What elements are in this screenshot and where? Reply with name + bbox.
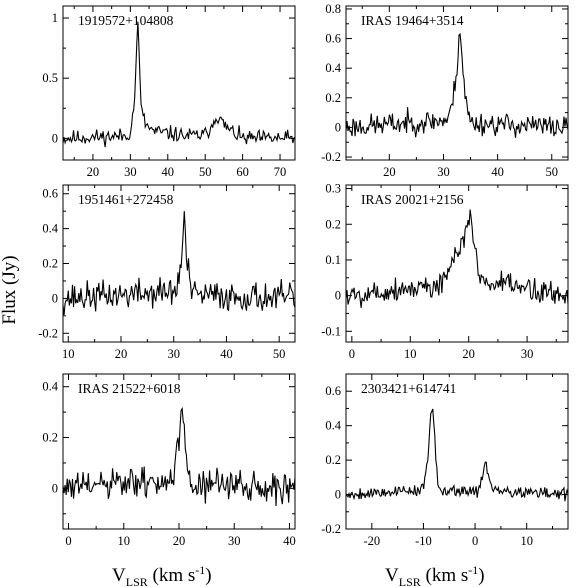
y-tick-label: 1 [52, 11, 58, 25]
panel-2: 20 30 40 50 -0.2 0 0.2 0.4 0.6 0.8 IRAS 19464+3514 [321, 2, 569, 179]
panel-6: -20 -10 0 10 -0.2 0 0.2 0.4 0.6 2303421+614741 [321, 373, 569, 548]
y-tick-label: 0.3 [325, 182, 341, 196]
y-tick-label: 0 [335, 120, 341, 134]
y-tick-label: 0 [335, 488, 341, 502]
x-tick-label: 20 [115, 347, 128, 361]
x-tick-label: 60 [236, 165, 249, 179]
x-tick-label: 70 [274, 165, 287, 179]
x-tick-label: 20 [462, 347, 475, 361]
x-tick-label: 40 [220, 347, 233, 361]
x-tick-label: 10 [520, 534, 533, 548]
spectrum-line [346, 32, 568, 138]
x-tick-label: 50 [546, 165, 559, 179]
x-tick-label: 0 [349, 347, 355, 361]
x-axis-title-left: VLSR (km s-1) [112, 563, 212, 587]
x-axis-title-left-main: V [112, 565, 126, 586]
panel-4: 0 10 20 30 -0.1 0 0.1 0.2 0.3 IRAS 20021+2156 [321, 182, 569, 361]
y-tick-label: 0.4 [325, 61, 341, 75]
plot-frame [345, 184, 569, 343]
x-tick-label: 20 [383, 165, 396, 179]
x-tick-label: 40 [491, 165, 504, 179]
panel-title: IRAS 20021+2156 [361, 192, 464, 207]
x-tick-label: 0 [65, 534, 71, 548]
x-axis-title-left-close: ) [205, 565, 211, 586]
y-tick-label: 0 [335, 289, 341, 303]
x-tick-label: -10 [415, 534, 432, 548]
x-tick-label: 30 [167, 347, 180, 361]
x-axis-title-left-sup: -1 [195, 563, 205, 577]
y-axis-title: Flux (Jy) [0, 255, 20, 324]
panel-title: IRAS 21522+6018 [78, 381, 181, 396]
x-tick-label: 30 [521, 347, 534, 361]
y-tick-label: 0 [52, 291, 58, 305]
x-axis-title-left-sub: LSR [126, 575, 148, 587]
y-tick-label: 0.4 [42, 380, 58, 394]
y-tick-label: 0.2 [325, 217, 341, 231]
panel-3: 10 20 30 40 50 -0.2 0 0.2 0.4 0.6 1951461+272458 [38, 184, 296, 361]
spectrum-line [346, 408, 568, 502]
panel-5: 0 10 20 30 40 0 0.2 0.4 IRAS 21522+6018 [42, 373, 296, 548]
x-tick-label: 10 [404, 347, 417, 361]
y-tick-label: 0 [52, 131, 58, 145]
y-tick-label: 0.8 [325, 2, 341, 16]
spectrum-line [63, 21, 295, 148]
spectrum-line [63, 211, 295, 315]
x-tick-label: 30 [437, 165, 450, 179]
x-axis-title-right-unit: (km s [421, 565, 469, 586]
x-tick-label: 20 [173, 534, 186, 548]
x-tick-label: 50 [199, 165, 212, 179]
panels-group: 20 30 40 50 60 70 0 0.5 1 1919572+104808 20 30 40 50 -… [38, 2, 569, 548]
x-axis-title-left-unit: (km s [148, 565, 196, 586]
x-axis-title-right-main: V [385, 565, 399, 586]
plot-frame [62, 5, 296, 161]
y-tick-label: -0.1 [321, 324, 341, 338]
plot-frame [62, 184, 296, 343]
y-tick-label: -0.2 [321, 522, 341, 536]
x-tick-label: 0 [472, 534, 478, 548]
y-tick-label: 0.1 [325, 253, 341, 267]
y-tick-label: 0.4 [42, 222, 58, 236]
y-tick-label: 0.6 [325, 32, 341, 46]
y-tick-label: 0.5 [42, 71, 58, 85]
panel-title: IRAS 19464+3514 [361, 13, 464, 28]
y-tick-label: 0.2 [325, 91, 341, 105]
panel-title: 1919572+104808 [78, 13, 174, 28]
x-axis-title-right-close: ) [478, 565, 484, 586]
x-tick-label: 50 [273, 347, 286, 361]
y-tick-label: -0.2 [321, 150, 341, 164]
x-tick-label: -20 [363, 534, 380, 548]
x-tick-label: 20 [87, 165, 100, 179]
x-tick-label: 10 [118, 534, 131, 548]
spectrum-line [346, 209, 568, 308]
x-tick-label: 30 [124, 165, 137, 179]
x-axis-title-right-sup: -1 [468, 563, 478, 577]
x-tick-label: 40 [283, 534, 296, 548]
y-tick-label: 0.6 [42, 187, 58, 201]
y-tick-label: 0.2 [325, 453, 341, 467]
y-tick-label: 0.4 [325, 419, 341, 433]
x-tick-label: 10 [62, 347, 75, 361]
plot-frame [345, 373, 569, 530]
y-tick-label: -0.2 [38, 326, 58, 340]
plot-frame [62, 373, 296, 530]
y-tick-label: 0 [52, 481, 58, 495]
panel-1: 20 30 40 50 60 70 0 0.5 1 1919572+104808 [42, 5, 296, 179]
panel-title: 2303421+614741 [361, 381, 456, 396]
y-tick-label: 0.2 [42, 257, 58, 271]
x-axis-title-right-sub: LSR [399, 575, 421, 587]
panel-title: 1951461+272458 [78, 192, 174, 207]
y-tick-label: 0.6 [325, 384, 341, 398]
x-tick-label: 30 [228, 534, 241, 548]
y-tick-label: 0.2 [42, 431, 58, 445]
x-tick-label: 40 [162, 165, 175, 179]
plot-frame [345, 5, 569, 161]
spectrum-line [63, 406, 295, 507]
x-axis-title-right: VLSR (km s-1) [385, 563, 485, 587]
